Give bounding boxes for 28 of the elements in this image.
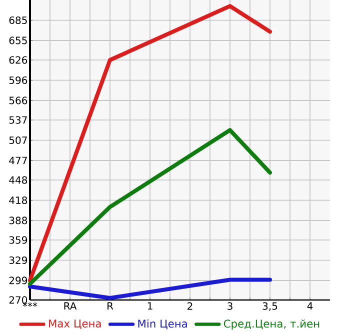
y-tick-label: 685	[9, 16, 27, 24]
x-tick-label: RA	[64, 302, 77, 310]
x-tick-label: ***	[22, 302, 38, 307]
x-tick-label: 4	[307, 302, 313, 310]
y-tick-label: 566	[9, 96, 28, 104]
legend-label: Max Цена	[49, 320, 101, 330]
x-tick-label: 3,5	[262, 302, 278, 311]
legend-label: Сред.Цена, т.йен	[224, 319, 320, 330]
y-tick-label: 537	[9, 116, 27, 124]
y-tick-label: 596	[9, 76, 28, 84]
legend-label: Min Цена	[138, 319, 187, 330]
y-tick-label: 448	[9, 176, 28, 184]
x-tick-label: 1	[148, 302, 152, 310]
line-series	[28, 128, 272, 286]
y-tick-label: 299	[9, 276, 28, 284]
x-tick-label: 2	[188, 302, 192, 310]
x-tick-label: 3	[228, 302, 232, 310]
y-tick-label: 359	[9, 236, 28, 244]
y-tick-label: 507	[9, 136, 27, 144]
y-tick-label: 388	[9, 216, 28, 224]
y-tick-label: 477	[9, 156, 27, 164]
line-series	[28, 4, 272, 282]
y-tick-label: 626	[9, 56, 28, 64]
y-tick-label: 329	[9, 256, 28, 264]
x-tick-label: R	[108, 302, 114, 310]
y-tick-label: 655	[9, 36, 27, 44]
y-tick-label: 270	[9, 296, 28, 304]
y-tick-label: 418	[9, 196, 28, 204]
